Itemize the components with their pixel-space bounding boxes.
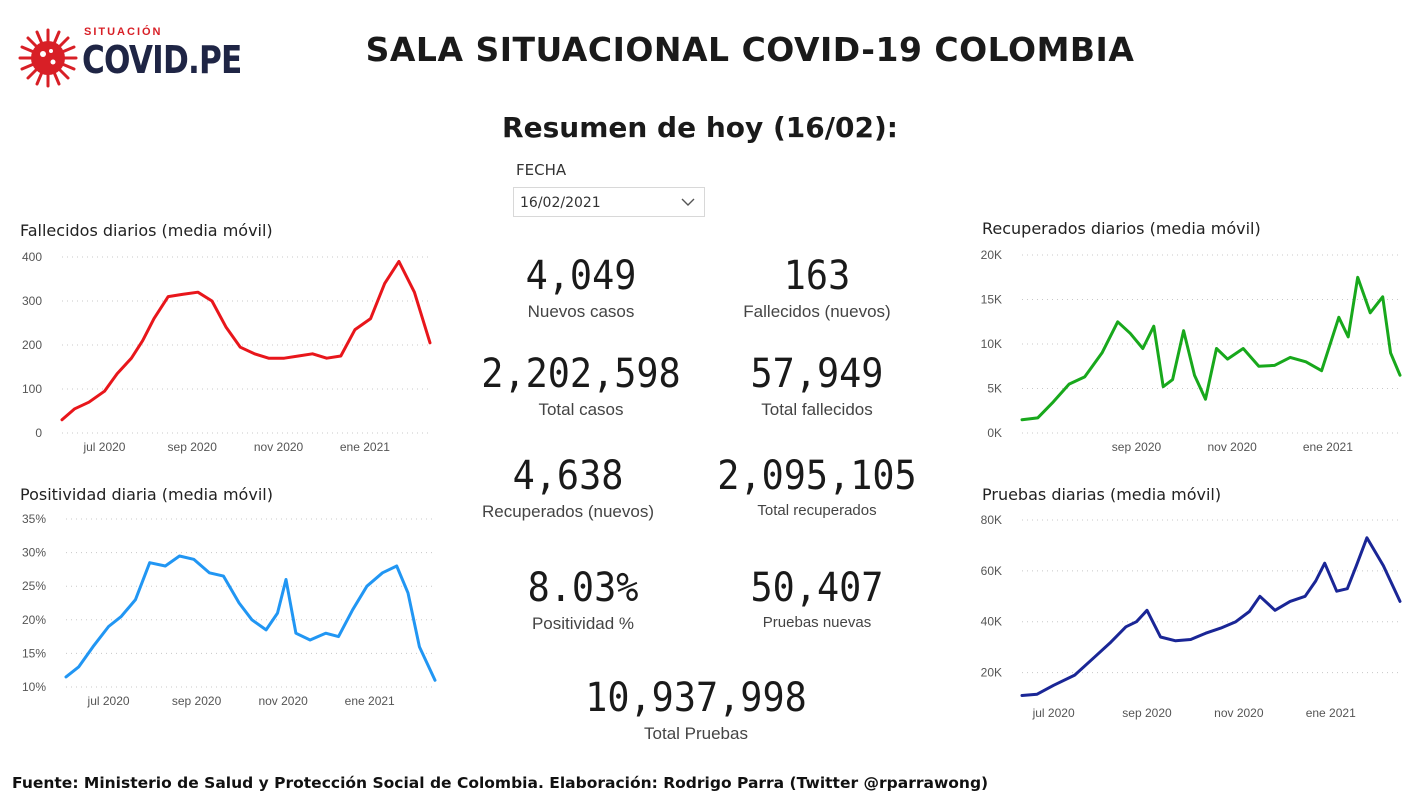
- chart-pruebas: 20K 40K 60K 80K jul 2020 sep 2020 nov 2020 ene …: [981, 513, 1402, 720]
- x-tick-label: ene 2021: [340, 440, 390, 454]
- y-tick-label: 10K: [981, 337, 1002, 351]
- covid-pe-logo: SITUACIÓN COVID.PE: [18, 16, 242, 94]
- x-tick-label: nov 2020: [254, 440, 304, 454]
- fecha-value: 16/02/2021: [520, 195, 601, 211]
- chart-title-positividad: Positividad diaria (media móvil): [20, 485, 273, 504]
- x-tick-label: ene 2021: [1303, 440, 1353, 454]
- chevron-down-icon: [681, 198, 695, 206]
- y-tick-label: 0K: [987, 426, 1002, 440]
- x-tick-label: jul 2020: [82, 440, 125, 454]
- x-tick-label: nov 2020: [1207, 440, 1257, 454]
- kpi-pruebas-nuevas: 50,407 Pruebas nuevas: [687, 566, 947, 631]
- chart-title-pruebas: Pruebas diarias (media móvil): [982, 485, 1222, 504]
- x-tick-label: nov 2020: [258, 694, 308, 708]
- y-tick-label: 400: [22, 250, 42, 264]
- logo-text: COVID.PE: [82, 38, 242, 82]
- kpi-positividad: 8.03% Positividad %: [453, 566, 713, 634]
- kpi-label: Fallecidos (nuevos): [743, 302, 891, 321]
- chart-recuperados: 0K 5K 10K 15K 20K sep 2020 nov 2020 ene 2021: [981, 248, 1402, 454]
- series-line: [64, 554, 437, 682]
- x-tick-label: nov 2020: [1214, 706, 1264, 720]
- y-tick-label: 20K: [981, 248, 1002, 262]
- y-tick-label: 35%: [22, 512, 46, 526]
- kpi-value: 4,638: [512, 453, 624, 499]
- kpi-label: Positividad %: [531, 614, 635, 633]
- y-tick-label: 25%: [22, 579, 46, 593]
- y-tick-label: 80K: [981, 513, 1002, 527]
- logo-subtext: SITUACIÓN: [84, 26, 163, 38]
- kpi-value: 2,202,598: [481, 351, 681, 397]
- kpi-value: 163: [783, 253, 851, 299]
- kpi-label: Total Pruebas: [644, 724, 748, 743]
- kpi-value: 8.03%: [527, 565, 639, 611]
- y-tick-label: 200: [22, 338, 42, 352]
- y-tick-label: 0: [35, 426, 42, 440]
- kpi-value: 50,407: [750, 565, 884, 611]
- x-tick-label: sep 2020: [1112, 440, 1162, 454]
- kpi-recuperados-nuevos: 4,638 Recuperados (nuevos): [438, 454, 698, 522]
- y-tick-label: 10%: [22, 680, 46, 694]
- kpi-nuevos-casos: 4,049 Nuevos casos: [451, 254, 711, 322]
- x-tick-label: sep 2020: [168, 440, 218, 454]
- y-tick-label: 60K: [981, 564, 1002, 578]
- x-tick-label: ene 2021: [1306, 706, 1356, 720]
- kpi-label: Total casos: [538, 400, 624, 419]
- kpi-total-casos: 2,202,598 Total casos: [451, 352, 711, 420]
- kpi-total-recuperados: 2,095,105 Total recuperados: [687, 454, 947, 519]
- x-tick-label: ene 2021: [345, 694, 395, 708]
- kpi-value: 10,937,998: [585, 675, 807, 721]
- y-tick-label: 30%: [22, 546, 46, 560]
- kpi-label: Recuperados (nuevos): [482, 502, 654, 521]
- x-tick-label: jul 2020: [87, 694, 130, 708]
- y-tick-label: 300: [22, 294, 42, 308]
- x-tick-label: sep 2020: [172, 694, 222, 708]
- chart-fallecidos: 0 100 200 300 400 jul 2020 sep 2020 nov 2020 ene…: [22, 250, 432, 454]
- y-tick-label: 100: [22, 382, 42, 396]
- kpi-label: Total fallecidos: [761, 400, 873, 419]
- x-tick-label: jul 2020: [1032, 706, 1075, 720]
- y-tick-label: 15K: [981, 293, 1002, 307]
- kpi-label: Total recuperados: [757, 502, 877, 519]
- y-tick-label: 5K: [987, 382, 1002, 396]
- kpi-total-fallecidos: 57,949 Total fallecidos: [687, 352, 947, 420]
- y-tick-label: 40K: [981, 615, 1002, 629]
- series-line: [60, 259, 432, 422]
- virus-icon: [18, 28, 78, 88]
- chart-positividad: 10% 15% 20% 25% 30% 35% jul 2020 sep 2020 nov 20…: [22, 512, 437, 708]
- kpi-fallecidos-nuevos: 163 Fallecidos (nuevos): [687, 254, 947, 322]
- series-line: [1020, 275, 1402, 422]
- series-line: [1020, 536, 1402, 697]
- source-footer: Fuente: Ministerio de Salud y Protección…: [12, 774, 989, 792]
- kpi-label: Nuevos casos: [527, 302, 635, 321]
- kpi-label: Pruebas nuevas: [762, 614, 872, 631]
- y-tick-label: 15%: [22, 646, 46, 660]
- fecha-dropdown[interactable]: 16/02/2021: [513, 187, 705, 217]
- kpi-value: 4,049: [525, 253, 637, 299]
- y-tick-label: 20%: [22, 613, 46, 627]
- chart-title-fallecidos: Fallecidos diarios (media móvil): [20, 221, 273, 240]
- x-tick-label: sep 2020: [1122, 706, 1172, 720]
- chart-title-recuperados: Recuperados diarios (media móvil): [982, 219, 1261, 238]
- fecha-label: FECHA: [516, 161, 567, 179]
- page-title: SALA SITUACIONAL COVID-19 COLOMBIA: [365, 30, 1135, 69]
- y-tick-label: 20K: [981, 666, 1002, 680]
- page-subtitle: Resumen de hoy (16/02):: [502, 111, 898, 144]
- kpi-total-pruebas: 10,937,998 Total Pruebas: [566, 676, 826, 744]
- kpi-value: 57,949: [750, 351, 884, 397]
- kpi-value: 2,095,105: [717, 453, 917, 499]
